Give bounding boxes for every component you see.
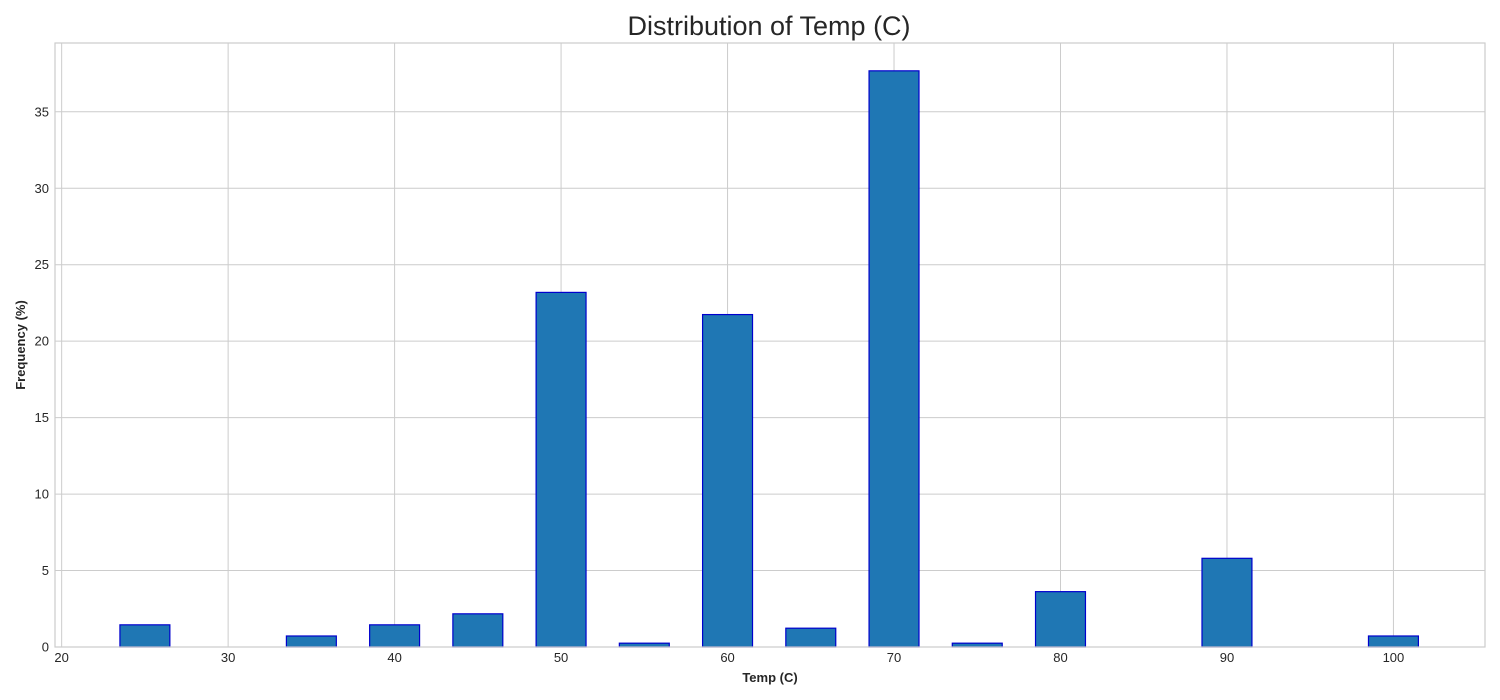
x-tick-label: 90 <box>1220 650 1234 665</box>
x-tick-label: 60 <box>720 650 734 665</box>
y-axis-label: Frequency (%) <box>13 300 28 390</box>
histogram-bar <box>452 613 504 648</box>
histogram-bar <box>369 624 421 648</box>
histogram-bar <box>535 291 587 648</box>
x-tick-label: 30 <box>221 650 235 665</box>
x-tick-label: 50 <box>554 650 568 665</box>
histogram-bar <box>1367 635 1420 648</box>
bars <box>119 70 1420 648</box>
y-tick-label: 5 <box>42 563 49 578</box>
y-tick-label: 20 <box>35 334 49 349</box>
x-tick-label: 40 <box>387 650 401 665</box>
y-tick-label: 35 <box>35 104 49 119</box>
histogram-bar <box>1034 591 1087 648</box>
x-tick-labels: 20 30 40 50 60 70 80 90 100 <box>54 650 1404 665</box>
histogram-bar <box>285 635 337 648</box>
histogram-bar <box>785 627 837 648</box>
x-tick-label: 70 <box>887 650 901 665</box>
grid-lines <box>55 43 1485 648</box>
x-tick-label: 80 <box>1053 650 1067 665</box>
plot-frame <box>54 42 1486 648</box>
x-tick-label: 100 <box>1383 650 1405 665</box>
chart-title: Distribution of Temp (C) <box>627 11 910 41</box>
x-tick-label: 20 <box>54 650 68 665</box>
y-tick-label: 10 <box>35 487 49 502</box>
histogram-bar <box>701 313 754 648</box>
histogram-bar <box>1201 557 1253 648</box>
histogram-bar <box>868 70 920 648</box>
y-tick-label: 15 <box>35 410 49 425</box>
y-tick-label: 30 <box>35 181 49 196</box>
histogram-bar <box>119 624 171 648</box>
y-tick-labels: 0 5 10 15 20 25 30 35 <box>35 104 49 654</box>
y-tick-label: 25 <box>35 257 49 272</box>
y-tick-label: 0 <box>42 640 49 655</box>
x-axis-label: Temp (C) <box>742 670 797 685</box>
